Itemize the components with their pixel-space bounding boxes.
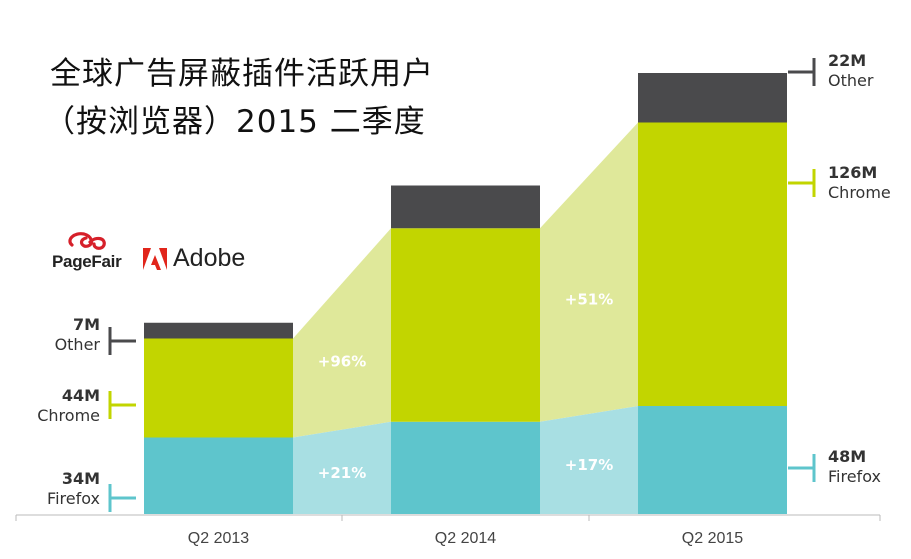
left-label-value: 34M — [62, 469, 100, 488]
left-label-value: 7M — [73, 315, 100, 334]
x-tick-label: Q2 2015 — [682, 530, 743, 547]
chrome-growth-band — [540, 122, 638, 422]
right-label-value: 48M — [828, 447, 866, 466]
firefox-growth-band — [540, 406, 638, 514]
right-label-name: Other — [828, 71, 874, 90]
left-label-name: Firefox — [47, 489, 100, 508]
bar-chrome — [391, 228, 540, 422]
chrome-growth-label: +51% — [565, 291, 613, 309]
x-tick-label: Q2 2014 — [435, 530, 496, 547]
chrome-growth-band — [293, 228, 391, 438]
right-label-name: Firefox — [828, 467, 881, 486]
firefox-growth-label: +21% — [318, 464, 366, 482]
pagefair-logo-text: PageFair — [52, 252, 122, 271]
bar-other — [144, 322, 293, 339]
bar-chrome — [144, 338, 293, 438]
chart-title-line-1: 全球广告屏蔽插件活跃用户 — [50, 56, 434, 92]
bar-firefox — [144, 437, 293, 514]
pagefair-logo: PageFair — [52, 230, 122, 272]
bar-chrome — [638, 122, 787, 406]
pagefair-swirl-icon — [68, 232, 106, 250]
adobe-logo-text: Adobe — [173, 244, 246, 272]
right-label-value: 22M — [828, 51, 866, 70]
left-label-value: 44M — [62, 386, 100, 405]
adobe-logo: Adobe — [143, 244, 245, 273]
bar-firefox — [391, 421, 540, 514]
left-label-name: Chrome — [37, 406, 100, 425]
x-tick-label: Q2 2013 — [188, 530, 249, 547]
firefox-growth-band — [293, 421, 391, 514]
chart-title-line-2: （按浏览器）2015 二季度 — [44, 104, 426, 140]
bar-firefox — [638, 406, 787, 514]
right-label-value: 126M — [828, 163, 877, 182]
bar-other — [391, 185, 540, 229]
bar-other — [638, 73, 787, 123]
chrome-growth-label: +96% — [318, 353, 366, 371]
adobe-mark-icon — [143, 247, 167, 270]
left-label-name: Other — [55, 335, 101, 354]
right-label-name: Chrome — [828, 183, 891, 202]
firefox-growth-label: +17% — [565, 456, 613, 474]
